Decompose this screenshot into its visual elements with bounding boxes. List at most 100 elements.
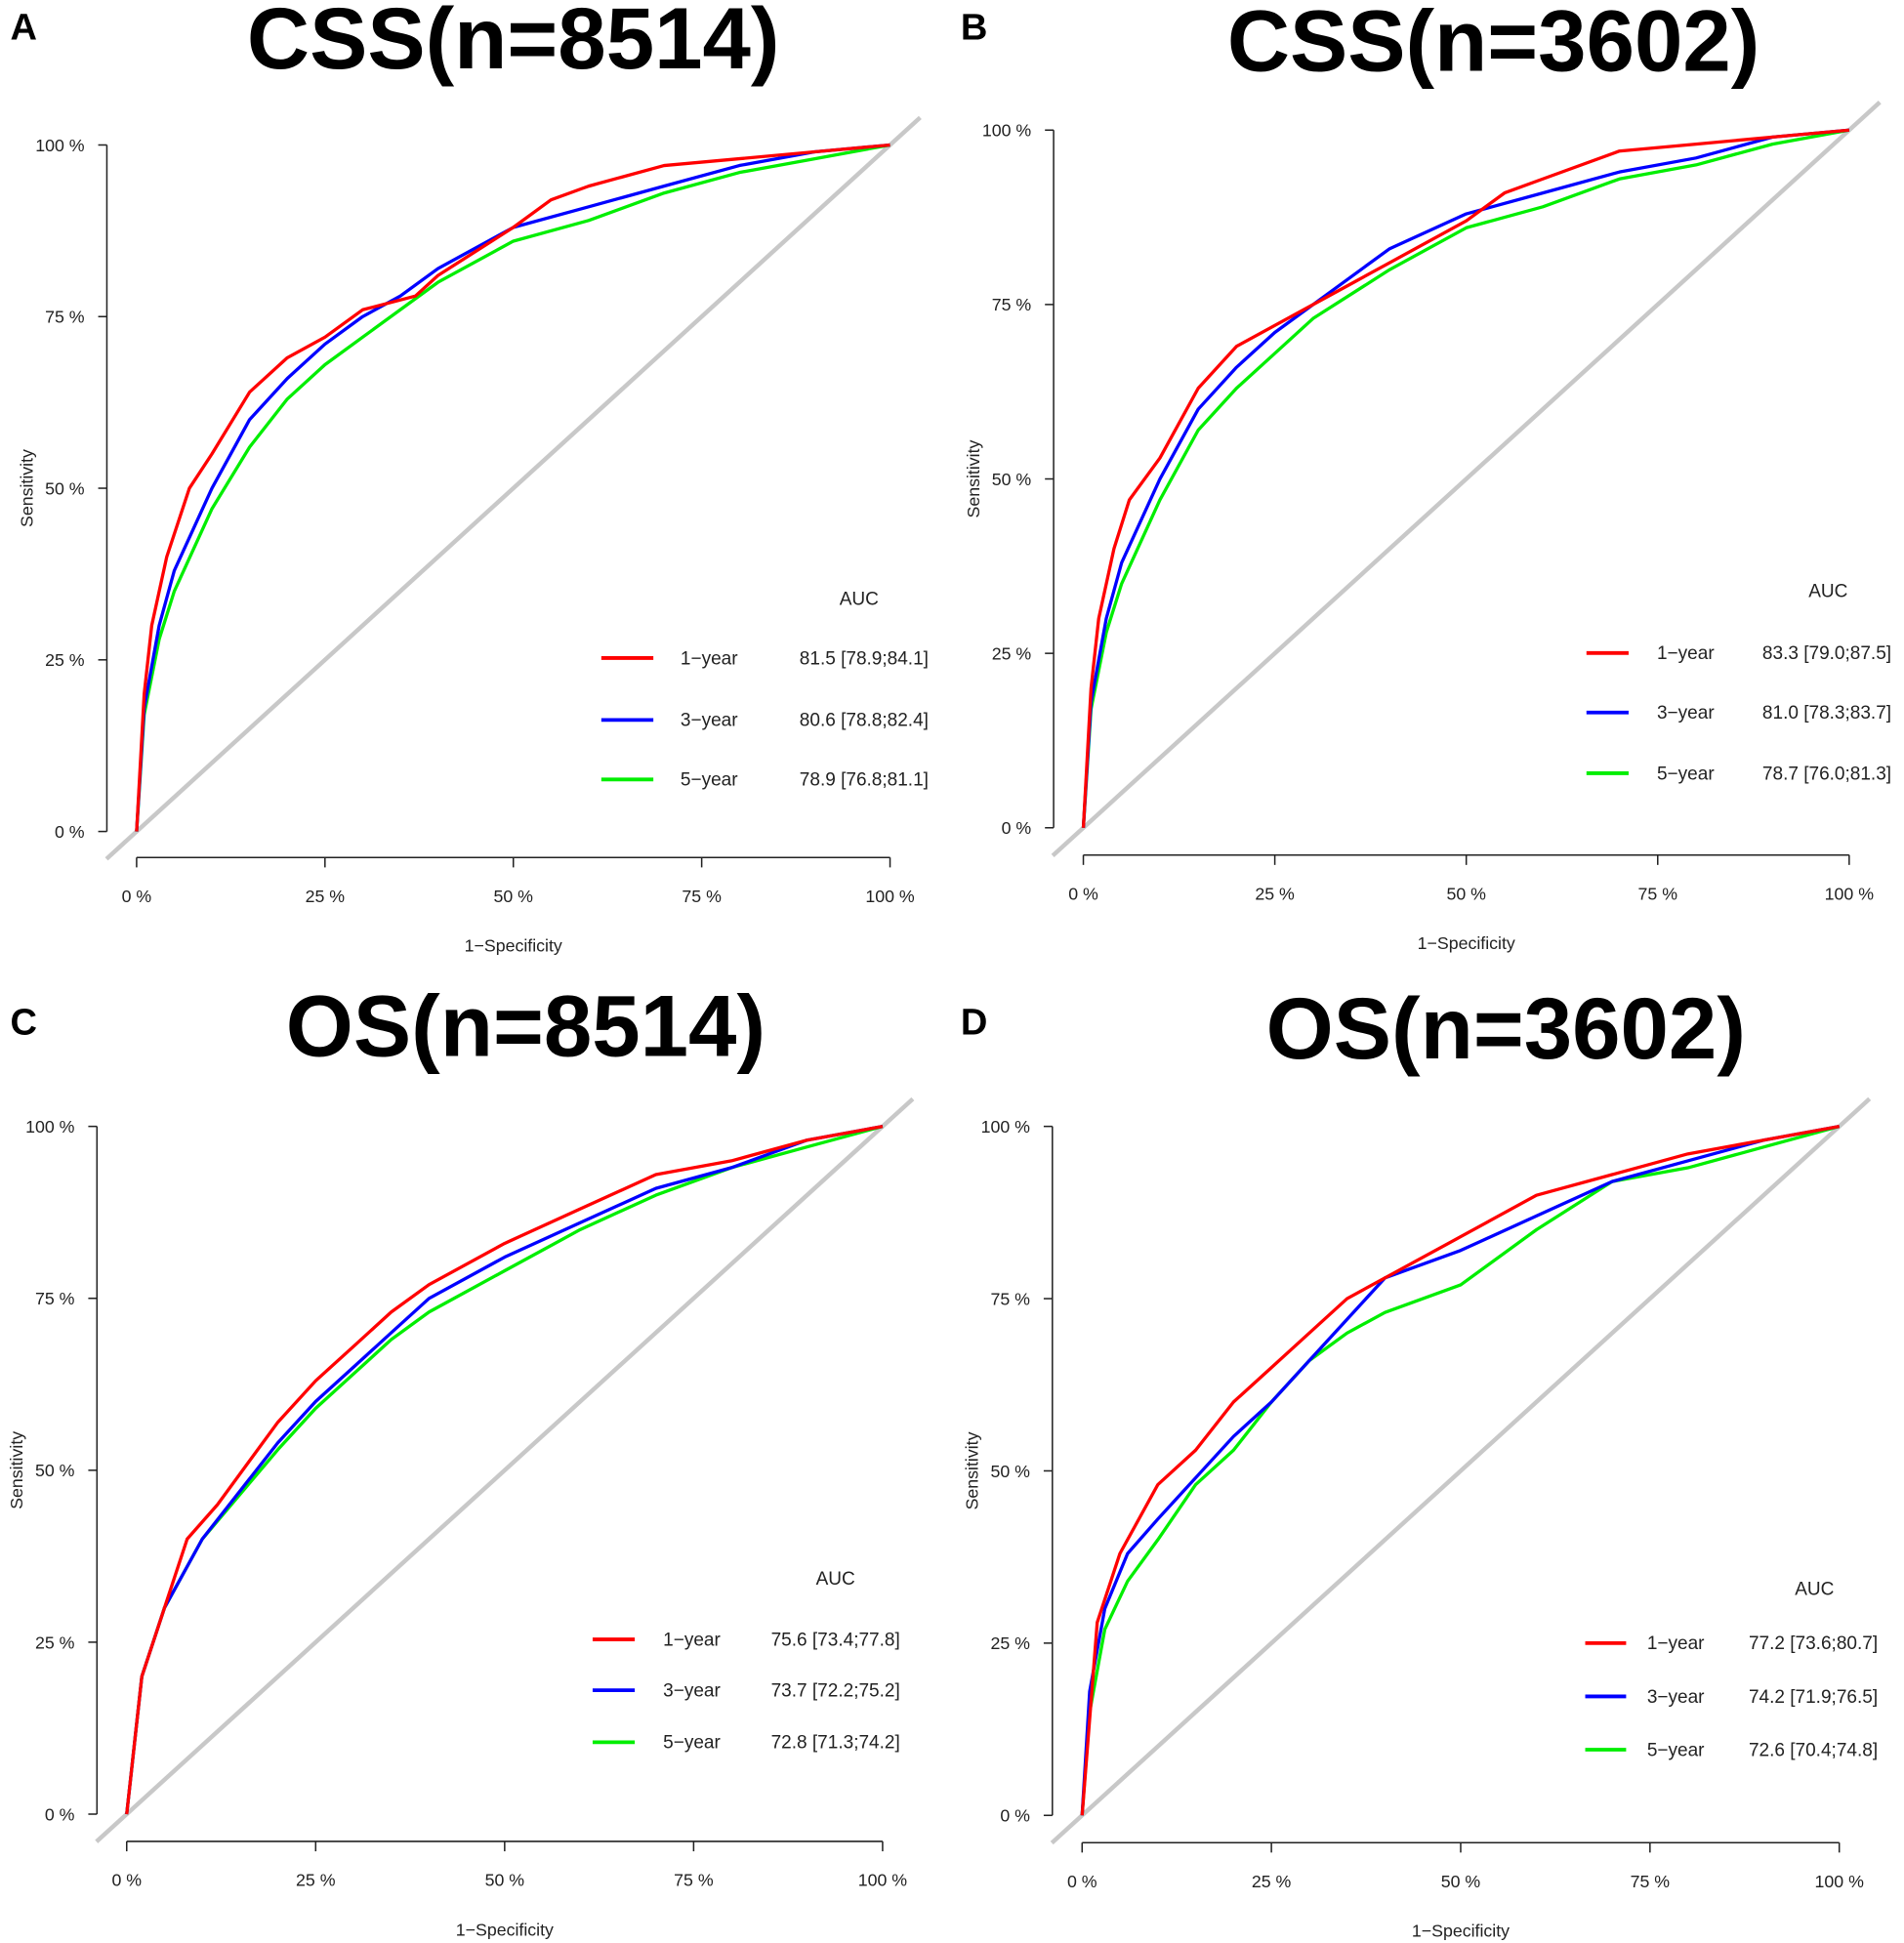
legend-auc: 72.8 [71.3;74.2] xyxy=(771,1733,900,1754)
legend: AUC 1−year 77.2 [73.6;80.7] 3−year 74.2 [71.… xyxy=(1585,1579,1878,1760)
x-tick-label: 75 % xyxy=(1631,1872,1671,1891)
panel-letter: B xyxy=(961,8,988,49)
legend: AUC 1−year 75.6 [73.4;77.8] 3−year 73.7 [72.… xyxy=(592,1569,900,1754)
roc-curve-1-year xyxy=(125,1125,884,1815)
y-tick-label: 75 % xyxy=(45,308,85,327)
x-tick-label: 100 % xyxy=(1825,884,1875,903)
x-tick-label: 0 % xyxy=(111,1871,142,1890)
x-tick-label: 50 % xyxy=(1441,1872,1481,1891)
y-tick-label: 0 % xyxy=(1000,1806,1030,1826)
legend-label: 3−year xyxy=(663,1680,721,1701)
x-tick-label: 0 % xyxy=(122,887,152,906)
x-tick-label: 75 % xyxy=(674,1871,714,1890)
y-tick-label: 25 % xyxy=(45,650,85,670)
y-tick-label: 100 % xyxy=(981,1117,1031,1137)
x-tick-label: 75 % xyxy=(682,887,722,906)
x-tick-label: 50 % xyxy=(485,1871,525,1890)
legend-label: 1−year xyxy=(681,648,738,669)
legend-label: 1−year xyxy=(663,1630,721,1650)
y-tick-label: 50 % xyxy=(990,1462,1030,1481)
y-tick-label: 100 % xyxy=(25,1117,75,1137)
roc-curve-1-year xyxy=(1081,128,1850,828)
roc-curve-3-year xyxy=(1080,1125,1840,1816)
legend-auc: 80.6 [78.8;82.4] xyxy=(800,711,929,731)
y-tick-label: 25 % xyxy=(35,1633,75,1652)
y-tick-label: 75 % xyxy=(990,1289,1030,1308)
legend-auc: 81.5 [78.9;84.1] xyxy=(800,648,929,669)
y-tick-label: 50 % xyxy=(992,470,1032,489)
x-tick-label: 25 % xyxy=(1255,884,1295,903)
x-tick-label: 75 % xyxy=(1638,884,1678,903)
legend-label: 5−year xyxy=(1647,1740,1705,1760)
reference-diagonal xyxy=(95,1096,915,1843)
legend-label: 1−year xyxy=(1647,1633,1705,1654)
legend-label: 5−year xyxy=(1657,764,1715,784)
x-tick-label: 50 % xyxy=(493,887,533,906)
x-tick-label: 100 % xyxy=(858,1871,908,1890)
reference-diagonal xyxy=(1050,1096,1872,1845)
legend-auc: 73.7 [72.2;75.2] xyxy=(771,1680,900,1701)
y-tick-label: 75 % xyxy=(992,295,1032,314)
panel-letter: A xyxy=(10,8,37,49)
legend-label: 5−year xyxy=(663,1733,721,1754)
chart-title: CSS(n=3602) xyxy=(1227,0,1760,89)
y-axis-label: Sensitivity xyxy=(964,439,983,517)
legend-auc: 81.0 [78.3;83.7] xyxy=(1762,703,1891,723)
reference-diagonal xyxy=(1051,101,1882,858)
legend: AUC 1−year 83.3 [79.0;87.5] 3−year 81.0 [78.… xyxy=(1586,582,1891,784)
y-axis-label: Sensitivity xyxy=(17,449,36,527)
legend-auc: 78.7 [76.0;81.3] xyxy=(1762,764,1891,784)
x-tick-label: 0 % xyxy=(1068,884,1098,903)
legend-auc: 78.9 [76.8;81.1] xyxy=(800,770,929,791)
legend-label: 1−year xyxy=(1657,643,1715,664)
legend-auc: 83.3 [79.0;87.5] xyxy=(1762,643,1891,664)
roc-curve-3-year xyxy=(135,143,890,832)
roc-curve-5-year xyxy=(135,143,890,832)
legend-title: AUC xyxy=(816,1569,855,1590)
x-tick-label: 50 % xyxy=(1446,884,1486,903)
legend-auc: 72.6 [70.4;74.8] xyxy=(1749,1740,1878,1760)
legend-auc: 77.2 [73.6;80.7] xyxy=(1749,1633,1878,1654)
panel-letter: C xyxy=(10,1003,37,1044)
x-tick-label: 100 % xyxy=(1815,1872,1865,1891)
panel-d: D OS(n=3602) 0 % 25 % 50 % 75 % 100 % 0 % 25 % 50… xyxy=(961,980,1878,1941)
legend-label: 3−year xyxy=(1647,1687,1705,1708)
x-axis-label: 1−Specificity xyxy=(456,1920,554,1939)
y-axis-label: Sensitivity xyxy=(963,1431,982,1509)
x-axis-label: 1−Specificity xyxy=(1418,933,1515,953)
legend-title: AUC xyxy=(840,589,879,609)
legend: AUC 1−year 81.5 [78.9;84.1] 3−year 80.6 [78.… xyxy=(600,589,929,791)
roc-curve-5-year xyxy=(1081,128,1850,828)
chart-title: OS(n=8514) xyxy=(286,977,766,1074)
panel-c: C OS(n=8514) 0 % 25 % 50 % 75 % 100 % 0 % 25 % 50… xyxy=(7,977,915,1939)
x-axis-label: 1−Specificity xyxy=(465,936,562,956)
legend-title: AUC xyxy=(1808,582,1847,602)
panel-b: B CSS(n=3602) 0 % 25 % 50 % 75 % 100 % 0 % 25 % 5… xyxy=(961,0,1891,953)
y-tick-label: 100 % xyxy=(35,136,85,155)
chart-title: OS(n=3602) xyxy=(1266,980,1746,1077)
x-tick-label: 25 % xyxy=(306,887,346,906)
legend-auc: 75.6 [73.4;77.8] xyxy=(771,1630,900,1650)
legend-label: 3−year xyxy=(681,711,738,731)
panel-a: A CSS(n=8514) 0 % 25 % 50 % 75 % 100 % 0 % 25 % 5… xyxy=(10,0,929,956)
roc-curve-1-year xyxy=(135,143,890,832)
y-tick-label: 0 % xyxy=(45,1804,75,1824)
x-tick-label: 100 % xyxy=(865,887,915,906)
x-axis-label: 1−Specificity xyxy=(1412,1922,1510,1941)
x-tick-label: 25 % xyxy=(296,1871,336,1890)
legend-title: AUC xyxy=(1795,1579,1834,1599)
y-axis-label: Sensitivity xyxy=(7,1431,26,1509)
legend-label: 5−year xyxy=(681,770,738,791)
panel-letter: D xyxy=(961,1003,988,1044)
y-tick-label: 50 % xyxy=(45,478,85,498)
reference-diagonal xyxy=(104,115,922,861)
y-tick-label: 25 % xyxy=(992,643,1032,663)
x-tick-label: 25 % xyxy=(1252,1872,1292,1891)
legend-auc: 74.2 [71.9;76.5] xyxy=(1749,1687,1878,1708)
roc-curve-1-year xyxy=(1080,1125,1840,1816)
y-tick-label: 0 % xyxy=(1002,818,1032,838)
roc-curve-3-year xyxy=(125,1125,884,1815)
y-tick-label: 0 % xyxy=(55,822,85,842)
chart-title: CSS(n=8514) xyxy=(247,0,780,87)
